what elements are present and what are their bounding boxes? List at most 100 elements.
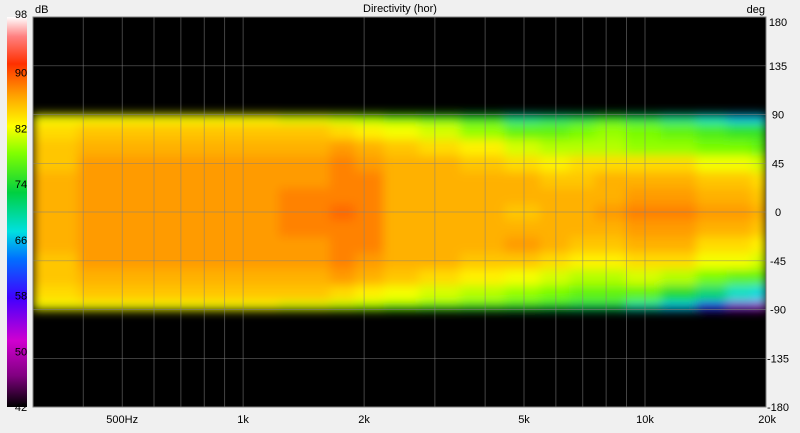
- heatmap-cell: [751, 122, 766, 140]
- heatmap-cell: [696, 171, 728, 189]
- x-tick-label: 1k: [237, 414, 249, 426]
- heatmap-cell: [383, 301, 420, 311]
- heatmap-cell: [539, 268, 570, 286]
- x-tick-label: 10k: [636, 414, 654, 426]
- x-tick-label: 500Hz: [106, 414, 138, 426]
- heatmap-cell: [504, 187, 541, 205]
- heatmap-cell: [696, 236, 728, 254]
- heatmap-cell: [539, 285, 570, 302]
- colorbar-tick-labels: 98 90 82 74 66 58 50 42: [15, 9, 27, 414]
- heatmap-cell: [418, 171, 461, 189]
- x-axis-tick-labels: 500Hz 1k 2k 5k 10k 20k: [106, 414, 776, 426]
- heatmap-cell: [569, 220, 595, 237]
- heatmap-cell: [660, 220, 697, 237]
- heatmap-cell: [418, 122, 461, 140]
- heatmap-cell: [77, 285, 153, 302]
- heatmap-cell: [33, 268, 79, 286]
- heatmap-cell: [354, 220, 385, 237]
- heatmap-cell: [151, 138, 213, 156]
- heatmap-cell: [151, 114, 213, 124]
- heatmap-cell: [77, 268, 153, 286]
- y-tick-label: -45: [770, 256, 786, 268]
- heatmap-cell: [625, 187, 662, 205]
- heatmap-cell: [539, 220, 570, 237]
- heatmap-cell: [696, 220, 728, 237]
- heatmap-cell: [696, 138, 728, 156]
- x-tick-label: 5k: [518, 414, 530, 426]
- heatmap-cell: [696, 268, 728, 286]
- heatmap-cell: [594, 171, 627, 189]
- heatmap-cell: [383, 138, 420, 156]
- heatmap-cell: [696, 301, 728, 311]
- heatmap-cell: [459, 138, 506, 156]
- heatmap-cell: [383, 220, 420, 237]
- heatmap-cell: [539, 122, 570, 140]
- heatmap-cell: [278, 220, 331, 237]
- heatmap-cell: [751, 268, 766, 286]
- heatmap-cell: [212, 187, 280, 205]
- heatmap-cell: [151, 220, 213, 237]
- heatmap-cell: [77, 122, 153, 140]
- heatmap-cell: [594, 187, 627, 205]
- heatmap-cell: [383, 122, 420, 140]
- heatmap-cell: [33, 285, 79, 302]
- heatmap-cell: [212, 122, 280, 140]
- heatmap-cell: [504, 301, 541, 311]
- colorbar-tick-label: 58: [15, 291, 27, 303]
- heatmap-cell: [151, 285, 213, 302]
- heatmap-cell: [212, 285, 280, 302]
- heatmap-cell: [383, 285, 420, 302]
- heatmap-cell: [539, 171, 570, 189]
- heatmap-cell: [329, 114, 356, 124]
- heatmap-cell: [354, 285, 385, 302]
- heatmap-cell: [625, 301, 662, 311]
- heatmap-cell: [594, 285, 627, 302]
- y-tick-label: 90: [772, 110, 784, 122]
- heatmap-cell: [751, 114, 766, 124]
- colorbar-tick-label: 98: [15, 9, 27, 21]
- grid-lines: [33, 17, 766, 407]
- colorbar: [7, 17, 27, 407]
- heatmap-cell: [151, 301, 213, 311]
- heatmap-cell: [660, 268, 697, 286]
- heatmap-cell: [77, 171, 153, 189]
- heatmap-cell: [594, 220, 627, 237]
- heatmap-cell: [77, 220, 153, 237]
- heatmap-cell: [329, 285, 356, 302]
- heatmap-cell: [354, 236, 385, 254]
- heatmap-cell: [278, 187, 331, 205]
- y-axis-unit-label: deg: [747, 4, 765, 16]
- heatmap-cell: [569, 301, 595, 311]
- heatmap-cell: [278, 301, 331, 311]
- y-tick-label: -135: [767, 353, 789, 365]
- heatmap-cell: [212, 268, 280, 286]
- heatmap-cell: [459, 236, 506, 254]
- heatmap-cell: [696, 122, 728, 140]
- heatmap-cell: [459, 268, 506, 286]
- heatmap-cell: [278, 285, 331, 302]
- heatmap-cell: [539, 138, 570, 156]
- heatmap-cell: [696, 187, 728, 205]
- heatmap-cell: [594, 268, 627, 286]
- heatmap-cell: [418, 114, 461, 124]
- heatmap-cell: [594, 122, 627, 140]
- heatmap-cell: [625, 114, 662, 124]
- heatmap-cell: [33, 171, 79, 189]
- heatmap-cell: [751, 138, 766, 156]
- heatmap-cell: [33, 122, 79, 140]
- heatmap-cell: [329, 122, 356, 140]
- heatmap-cell: [459, 114, 506, 124]
- y-tick-label: 45: [772, 158, 784, 170]
- heatmap-cell: [418, 268, 461, 286]
- colorbar-tick-label: 90: [15, 68, 27, 80]
- heatmap-cell: [383, 114, 420, 124]
- heatmap-cell: [418, 138, 461, 156]
- heatmap-cell: [539, 301, 570, 311]
- heatmap-cell: [625, 236, 662, 254]
- heatmap-cell: [726, 236, 753, 254]
- y-tick-label: 0: [775, 207, 781, 219]
- heatmap-cell: [726, 114, 753, 124]
- heatmap-cell: [726, 268, 753, 286]
- heatmap-cell: [151, 268, 213, 286]
